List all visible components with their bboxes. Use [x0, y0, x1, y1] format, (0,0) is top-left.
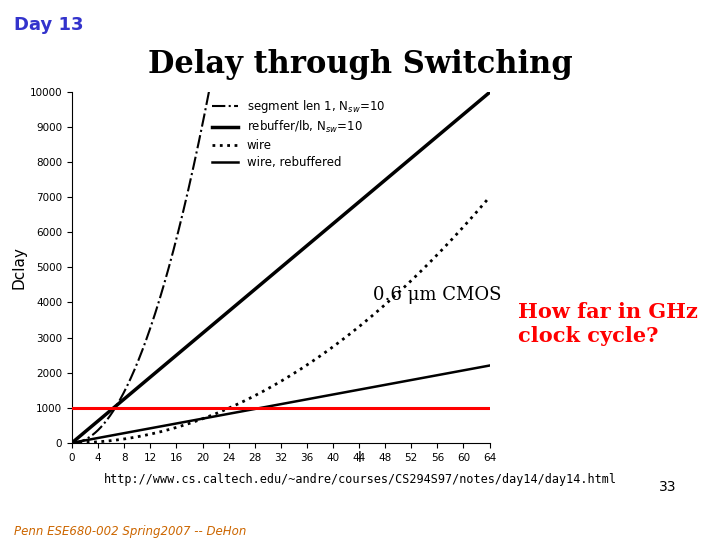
Text: Day 13: Day 13: [14, 16, 84, 34]
Text: Penn ESE680-002 Spring2007 -- DeHon: Penn ESE680-002 Spring2007 -- DeHon: [14, 524, 247, 538]
Text: Delay through Switching: Delay through Switching: [148, 49, 572, 79]
Text: http://www.cs.caltech.edu/~andre/courses/CS294S97/notes/day14/day14.html: http://www.cs.caltech.edu/~andre/courses…: [104, 472, 616, 485]
Text: 0.6 μm CMOS: 0.6 μm CMOS: [373, 286, 502, 305]
Text: 33: 33: [660, 481, 677, 495]
Legend: segment len 1, N$_{sw}$=10, rebuffer/lb, N$_{sw}$=10, wire, wire, rebuffered: segment len 1, N$_{sw}$=10, rebuffer/lb,…: [212, 98, 385, 169]
Y-axis label: Dclay: Dclay: [12, 246, 27, 289]
Text: l: l: [358, 451, 362, 465]
Text: How far in GHz
clock cycle?: How far in GHz clock cycle?: [518, 302, 698, 346]
